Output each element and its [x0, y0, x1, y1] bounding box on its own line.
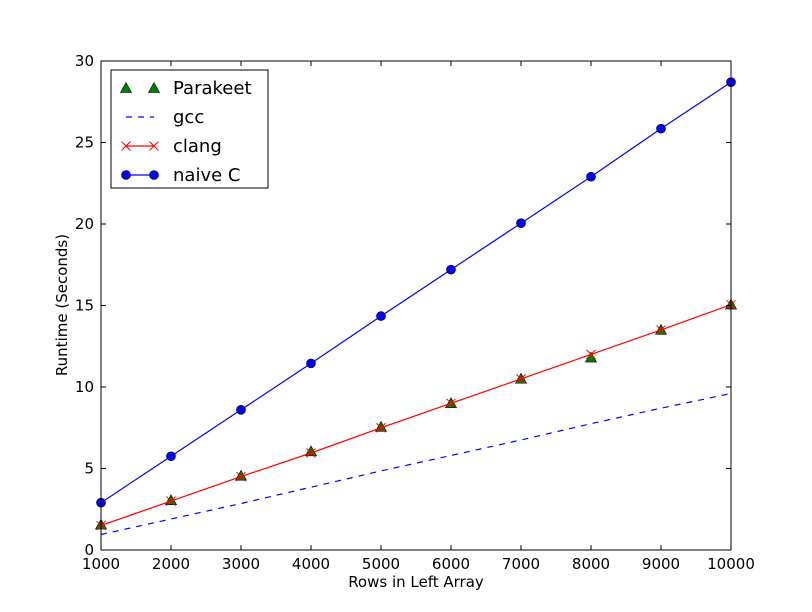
- data-point-clang-2: [236, 471, 246, 482]
- x-tick-label-7: 8000: [572, 555, 610, 573]
- legend-marker-naive-c-b: [149, 170, 159, 180]
- legend-marker-parakeet-b: [147, 81, 161, 93]
- x-tick-label-8: 9000: [642, 555, 680, 573]
- data-point-clang-3: [306, 448, 316, 458]
- data-point-clang-3-stroke-b: [306, 448, 316, 458]
- legend: Parakeet gcc clang naive C: [110, 69, 269, 189]
- y-tick-label-3: 15: [75, 297, 94, 315]
- legend-marker-clang-b: [149, 141, 159, 151]
- legend-marker-naive-c-a: [121, 170, 131, 180]
- data-point-naive-c-8: [656, 123, 666, 134]
- data-point-naive-c-4: [376, 311, 386, 321]
- data-point-naive-c-6: [516, 218, 526, 228]
- data-point-clang-4-stroke-b: [376, 422, 386, 433]
- legend-box: [110, 69, 269, 189]
- x-axis-label: Rows in Left Array: [348, 573, 484, 591]
- x-tick-label-4: 5000: [362, 555, 400, 573]
- x-tick-label-9: 10000: [707, 555, 755, 573]
- y-tick-label-4: 20: [75, 215, 94, 233]
- y-tick-label-5: 25: [75, 134, 94, 152]
- data-point-clang-4: [376, 422, 386, 433]
- x-tick-label-5: 6000: [432, 555, 470, 573]
- series-naive-c: [96, 77, 736, 508]
- data-point-naive-c-1: [166, 451, 176, 462]
- y-tick-label-0: 0: [84, 541, 94, 559]
- x-tick-label-0: 1000: [82, 555, 120, 573]
- legend-label-naive-c: naive C: [173, 165, 240, 186]
- x-tick-label-6: 7000: [502, 555, 540, 573]
- data-point-clang-2-stroke-b: [236, 471, 246, 482]
- data-point-clang-5-stroke-b: [446, 398, 456, 409]
- y-tick-label-1: 5: [84, 460, 94, 478]
- data-point-clang-8: [656, 325, 666, 335]
- data-point-naive-c-3: [306, 358, 316, 369]
- data-point-naive-c-7: [586, 171, 596, 182]
- data-point-naive-c-5: [446, 264, 456, 275]
- ticks-layer: 1000 2000 3000 4000 5000 6000 7000 8000 9000 1000…: [75, 52, 755, 573]
- legend-label-clang: clang: [173, 136, 222, 157]
- series-line-clang: [100, 304, 732, 527]
- data-point-clang-8-stroke-b: [656, 325, 666, 335]
- data-point-clang-7: [586, 349, 596, 360]
- x-tick-label-1: 2000: [152, 555, 190, 573]
- data-point-naive-c-2: [236, 405, 246, 415]
- legend-marker-parakeet-a: [119, 81, 133, 93]
- data-point-clang-1-stroke-b: [166, 496, 176, 506]
- x-tick-label-3: 4000: [292, 555, 330, 573]
- legend-marker-clang-a: [121, 141, 131, 151]
- y-tick-label-2: 10: [75, 378, 94, 396]
- data-point-clang-6-stroke-b: [516, 373, 526, 384]
- data-point-clang-7-stroke-b: [586, 349, 596, 360]
- legend-label-parakeet: Parakeet: [173, 78, 252, 99]
- data-point-clang-6: [516, 373, 526, 384]
- x-tick-label-2: 3000: [222, 555, 260, 573]
- y-axis-label: Runtime (Seconds): [53, 234, 71, 376]
- series-line-naive-c: [100, 81, 732, 504]
- legend-label-gcc: gcc: [173, 107, 204, 128]
- data-point-clang-5: [446, 398, 456, 409]
- legend-marker-clang-b-stroke-b: [149, 141, 159, 151]
- data-point-clang-1: [166, 496, 176, 506]
- y-tick-label-6: 30: [75, 52, 94, 70]
- legend-marker-clang-a-stroke-b: [121, 141, 131, 151]
